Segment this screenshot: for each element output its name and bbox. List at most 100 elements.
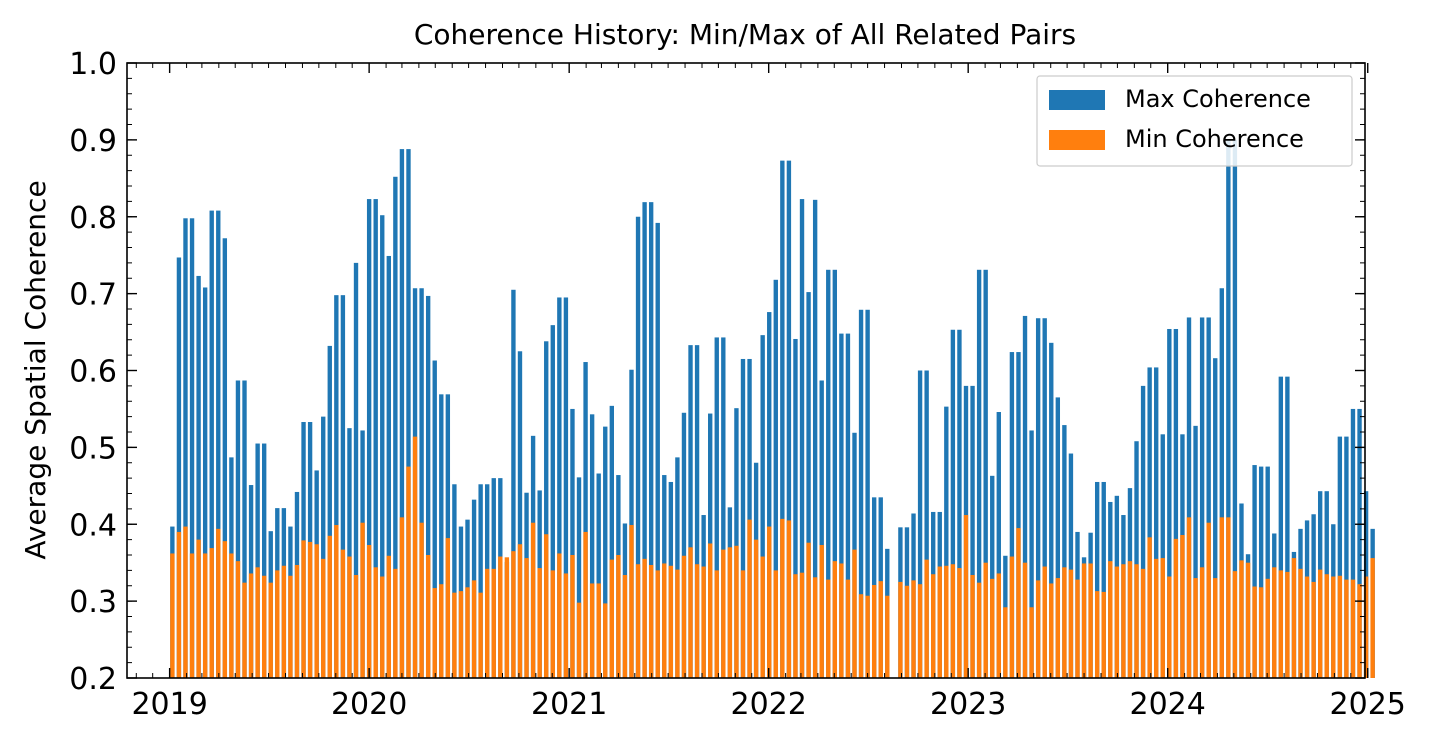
min-coherence-bar	[242, 582, 247, 678]
min-coherence-bar	[576, 602, 582, 678]
min-coherence-bar	[996, 573, 1001, 678]
max-coherence-bar	[740, 358, 746, 678]
min-coherence-bar	[1213, 578, 1218, 678]
max-coherence-bar	[1140, 385, 1146, 678]
min-coherence-bar	[1357, 584, 1362, 678]
min-coherence-bar	[1029, 607, 1034, 678]
min-coherence-bar	[1186, 517, 1192, 678]
max-coherence-bar	[1167, 328, 1172, 678]
min-coherence-bar	[648, 564, 654, 678]
min-coherence-bar	[1016, 528, 1021, 678]
min-coherence-bar	[904, 585, 910, 678]
max-coherence-bar	[334, 295, 339, 678]
min-coherence-bar	[714, 570, 719, 679]
min-coherence-bar	[1350, 579, 1356, 678]
min-coherence-bar	[288, 575, 293, 678]
min-coherence-bar	[963, 515, 969, 678]
max-coherence-bar	[557, 297, 562, 678]
y-tick-label: 0.6	[69, 355, 117, 390]
max-coherence-bar	[576, 477, 582, 678]
max-coherence-bar	[950, 329, 956, 678]
min-coherence-bar	[1311, 581, 1316, 678]
max-coherence-bar	[1016, 352, 1021, 678]
max-coherence-bar	[1344, 436, 1349, 678]
min-coherence-bar	[445, 538, 451, 678]
min-coherence-bar	[1121, 564, 1126, 678]
max-coherence-bar	[1258, 466, 1264, 678]
min-coherence-bar	[1003, 607, 1008, 678]
min-coherence-bar	[583, 531, 588, 678]
min-coherence-bar	[812, 577, 818, 678]
min-coherence-bar	[786, 520, 792, 678]
min-coherence-bar	[340, 549, 346, 678]
min-coherence-bar	[668, 565, 674, 678]
min-coherence-bar	[832, 561, 837, 678]
min-coherence-bar	[1167, 576, 1172, 678]
min-coherence-bar	[485, 568, 490, 678]
min-coherence-bar	[1258, 587, 1264, 678]
min-coherence-bar	[622, 574, 628, 678]
min-coherence-bar	[419, 522, 424, 678]
max-coherence-bar	[1147, 367, 1152, 678]
max-coherence-bar	[694, 345, 700, 678]
min-coherence-bar	[1075, 579, 1080, 678]
min-coherence-bar	[504, 557, 510, 678]
max-coherence-bar	[773, 279, 778, 678]
max-coherence-bar	[1265, 466, 1270, 678]
max-coherence-bar	[839, 333, 844, 678]
max-coherence-bar	[983, 269, 988, 678]
max-coherence-bar	[767, 312, 772, 678]
max-coherence-bar	[714, 337, 719, 678]
min-coherence-bar	[458, 591, 464, 678]
min-coherence-bar	[616, 555, 621, 678]
min-coherence-bar	[537, 568, 542, 678]
max-coherence-bar	[609, 405, 614, 678]
min-coherence-bar	[1245, 562, 1251, 678]
min-coherence-bar	[675, 569, 680, 678]
max-coherence-bar	[419, 288, 424, 678]
min-coherence-bar	[1049, 583, 1054, 678]
min-coherence-bar	[1062, 567, 1067, 678]
min-coherence-bar	[1108, 561, 1113, 678]
min-coherence-bar	[1127, 561, 1133, 678]
min-coherence-bar	[1206, 522, 1211, 678]
min-coherence-bar	[347, 556, 352, 678]
max-coherence-bar	[806, 292, 811, 678]
min-coherence-bar	[701, 566, 706, 678]
min-coherence-bar	[176, 531, 182, 678]
min-coherence-bar	[360, 522, 365, 678]
min-coherence-bar	[1317, 569, 1323, 678]
max-coherence-bar	[1009, 352, 1015, 678]
min-coherence-bar	[694, 564, 700, 678]
min-coherence-bar	[603, 603, 608, 678]
max-coherence-bar	[432, 360, 437, 678]
max-coherence-bar	[832, 269, 837, 678]
max-coherence-bar	[780, 160, 785, 678]
max-coherence-bar	[347, 428, 352, 678]
min-coherence-bar	[222, 541, 228, 678]
min-coherence-bar	[1219, 517, 1224, 678]
max-coherence-bar	[1206, 317, 1211, 678]
min-coherence-bar	[1239, 560, 1244, 678]
max-coherence-bar	[399, 149, 405, 679]
x-tick-label: 2019	[131, 687, 207, 722]
min-coherence-bar	[1278, 570, 1284, 679]
max-coherence-bar	[944, 406, 949, 678]
min-coherence-bar	[990, 578, 995, 678]
min-coherence-bar	[609, 559, 614, 678]
max-coherence-bar	[1357, 408, 1362, 678]
max-coherence-bar	[812, 199, 818, 678]
max-coherence-bar	[1337, 436, 1343, 678]
legend-box	[1036, 75, 1353, 167]
min-coherence-bar	[557, 553, 562, 678]
min-coherence-bar	[1199, 567, 1205, 678]
min-coherence-bar	[550, 570, 555, 679]
min-coherence-bar	[1094, 591, 1100, 678]
min-coherence-bar	[931, 574, 936, 678]
x-tick-label: 2020	[331, 687, 407, 722]
min-coherence-bar	[1291, 558, 1297, 678]
min-coherence-bar	[1265, 578, 1270, 678]
min-coherence-bar	[1009, 556, 1015, 678]
max-coherence-bar	[721, 337, 726, 678]
y-tick-label: 0.7	[69, 278, 117, 313]
